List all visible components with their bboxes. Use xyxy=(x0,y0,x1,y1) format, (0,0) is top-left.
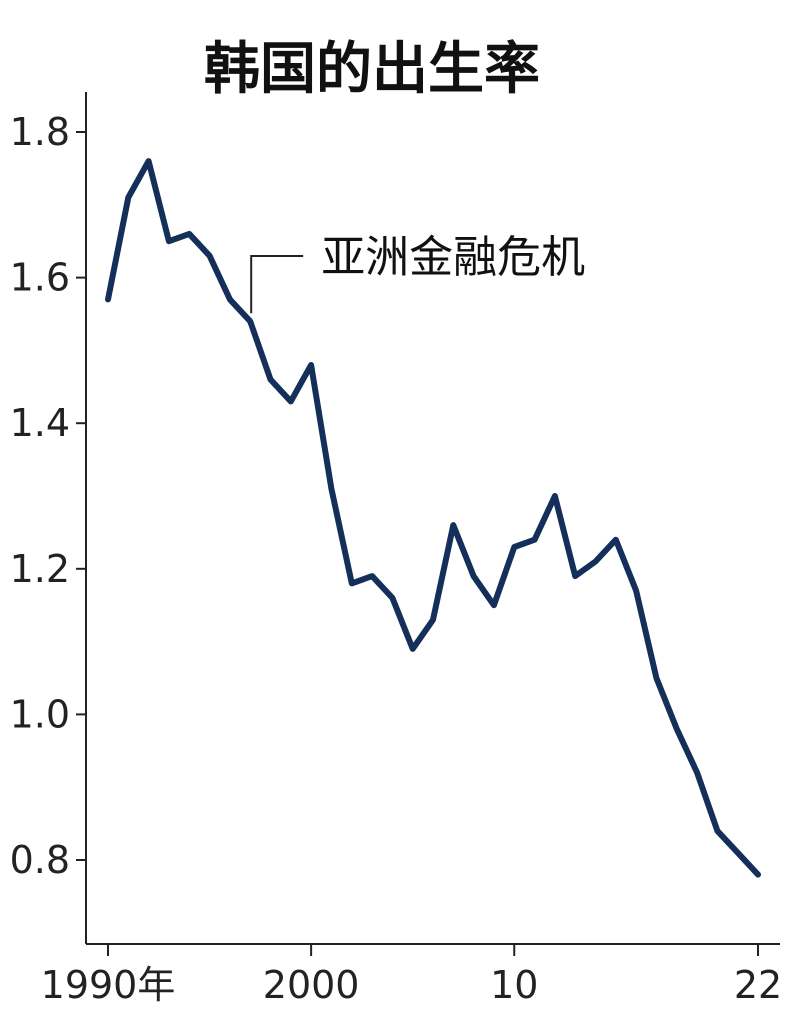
x-tick-label: 10 xyxy=(490,963,538,1007)
y-tick-label: 0.8 xyxy=(10,838,70,882)
annotation-layer: 亚洲金融危机 xyxy=(250,232,585,314)
y-tick-label: 1.4 xyxy=(10,401,70,445)
series-line xyxy=(105,158,761,878)
annotation-label: 亚洲金融危机 xyxy=(321,232,585,283)
y-tick-label: 1.6 xyxy=(10,256,70,300)
x-tick-label: 2000 xyxy=(263,963,360,1007)
y-axis-ticks: 0.8 1.0 1.2 1.4 1.6 1.8 xyxy=(10,110,86,882)
y-tick-label: 1.8 xyxy=(10,110,70,154)
annotation-leader-line xyxy=(250,255,304,314)
y-tick-label: 1.0 xyxy=(10,692,70,736)
series-layer xyxy=(105,158,761,878)
x-axis-ticks: 1990年 2000 10 22 xyxy=(41,944,782,1007)
x-tick-label: 1990年 xyxy=(41,963,176,1007)
y-tick-label: 1.2 xyxy=(10,547,70,591)
chart-title: 韩国的出生率 xyxy=(204,37,540,102)
x-tick-label: 22 xyxy=(734,963,782,1007)
